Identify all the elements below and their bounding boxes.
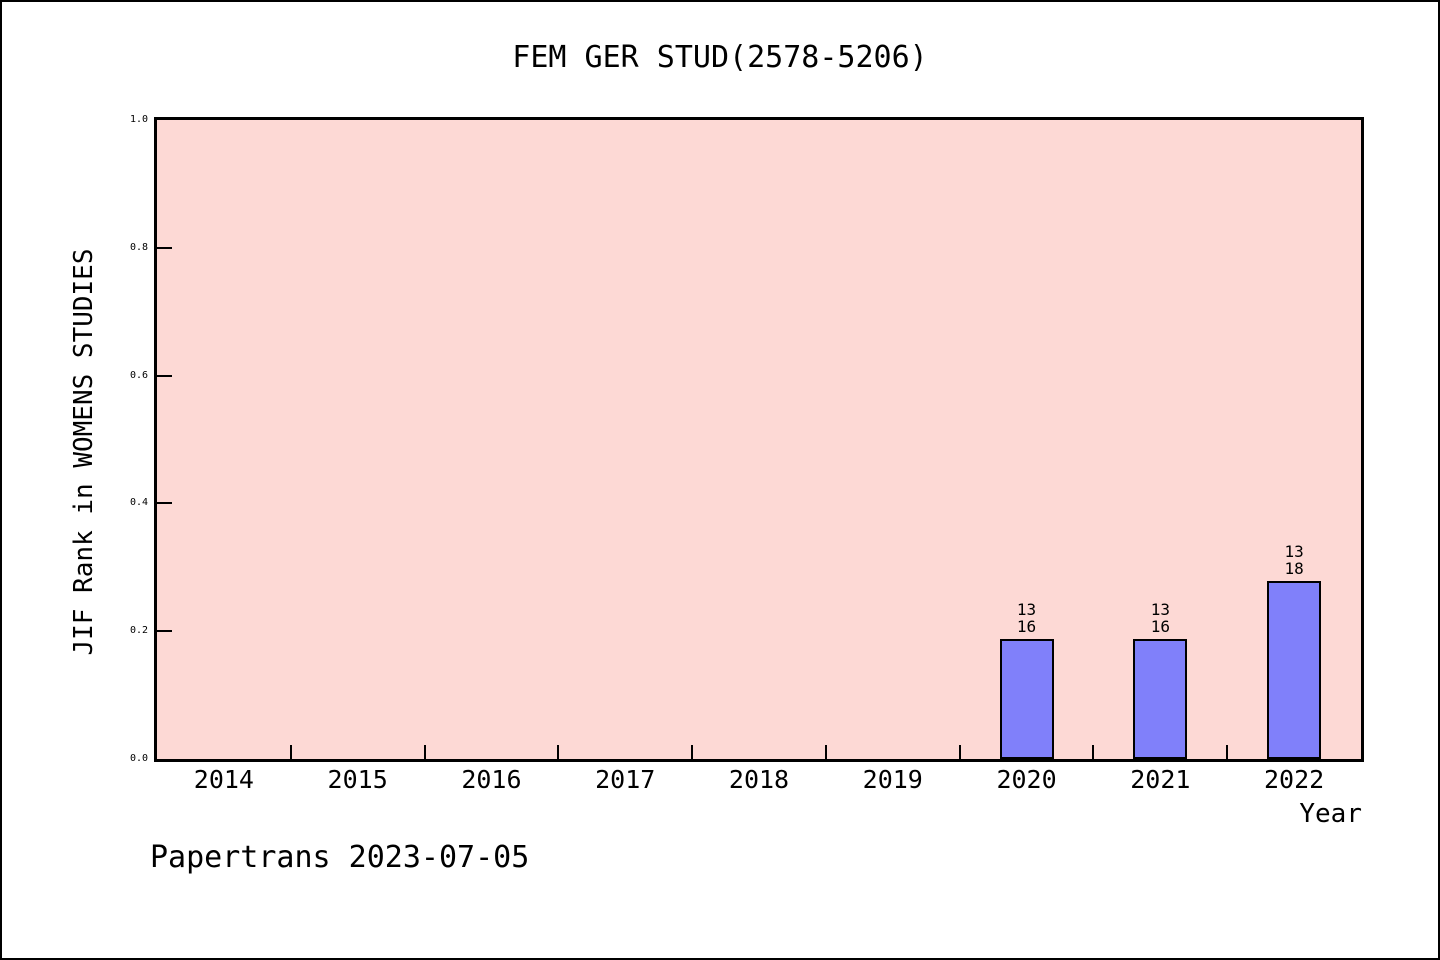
x-tick [958,745,961,759]
x-tick [824,745,827,759]
bar-label-2021: 13 16 [1150,600,1170,636]
x-tick [1226,745,1229,759]
x-tick-label: 2018 [728,765,790,794]
y-tick [157,374,172,377]
x-tick-label: 2014 [193,765,254,794]
y-tick [157,502,172,505]
x-tick [557,745,560,759]
bar-2022 [1267,581,1322,759]
x-tick [1092,745,1095,759]
y-tick-label: 0.6 [129,369,148,381]
x-tick [289,745,292,759]
y-tick-label: 0.0 [129,753,148,764]
y-tick-label: 0.8 [129,241,148,253]
y-axis-label: JIF Rank in WOMENS STUDIES [69,248,99,656]
bar-label-2022: 13 18 [1284,542,1304,578]
bar-label-2020: 13 16 [1016,600,1037,636]
chart-title: FEM GER STUD(2578-5206) [512,40,928,75]
y-tick [157,630,172,633]
plot-area: 13 16 13 16 13 18 [154,117,1364,762]
bar-2021 [1133,639,1188,759]
x-tick-label: 2016 [461,765,522,794]
x-tick-label: 2019 [862,765,923,794]
x-tick-label: 2020 [996,765,1057,794]
y-tick-label: 0.2 [129,625,148,637]
x-tick [423,745,426,759]
x-tick-label: 2015 [327,765,388,794]
y-tick-label: 0.4 [129,497,148,509]
x-tick-label: 2021 [1130,765,1191,794]
y-tick-label: 1.0 [129,114,148,125]
x-axis-label: Year [1299,799,1362,829]
x-tick-label: 2022 [1264,765,1325,794]
x-tick-label: 2017 [595,765,656,794]
bar-2020 [999,639,1054,759]
x-tick [691,745,694,759]
y-tick [157,246,172,249]
watermark-text: Papertrans 2023-07-05 [150,840,530,875]
